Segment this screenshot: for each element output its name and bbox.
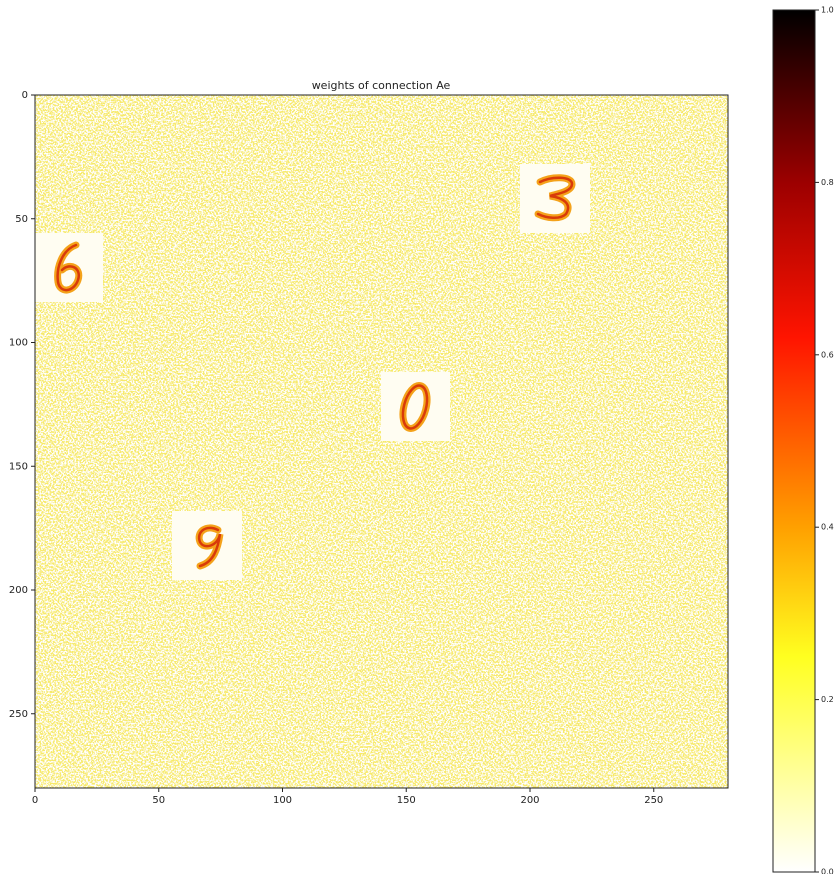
digit-patch (520, 164, 590, 233)
x-tick-label: 50 (152, 795, 165, 806)
y-tick-label: 250 (9, 709, 28, 720)
x-tick-label: 100 (273, 795, 292, 806)
y-tick-label: 200 (9, 585, 28, 596)
chart-title: weights of connection Ae (312, 79, 451, 92)
digit-patch (381, 372, 450, 441)
y-tick-label: 50 (15, 214, 28, 225)
colorbar (772, 9, 816, 873)
colorbar-tick-label: 0.6 (821, 350, 834, 359)
plot-frame (34, 94, 729, 789)
y-tick-label: 100 (9, 338, 28, 349)
y-tick-label: 150 (9, 461, 28, 472)
x-tick-label: 150 (397, 795, 416, 806)
colorbar-tick-label: 0.2 (821, 695, 834, 704)
digit-patch (172, 511, 242, 580)
x-tick-label: 0 (32, 795, 38, 806)
digit-patch (35, 233, 103, 302)
colorbar-tick-label: 0.4 (821, 523, 834, 532)
colorbar-tick-label: 0.0 (821, 868, 834, 874)
y-tick-label: 0 (22, 90, 28, 101)
heatmap-background (35, 95, 728, 788)
colorbar-tick-label: 1.0 (821, 6, 834, 15)
x-tick-label: 250 (644, 795, 663, 806)
heatmap-image (34, 94, 729, 789)
colorbar-tick-label: 0.8 (821, 178, 834, 187)
x-tick-label: 200 (520, 795, 539, 806)
